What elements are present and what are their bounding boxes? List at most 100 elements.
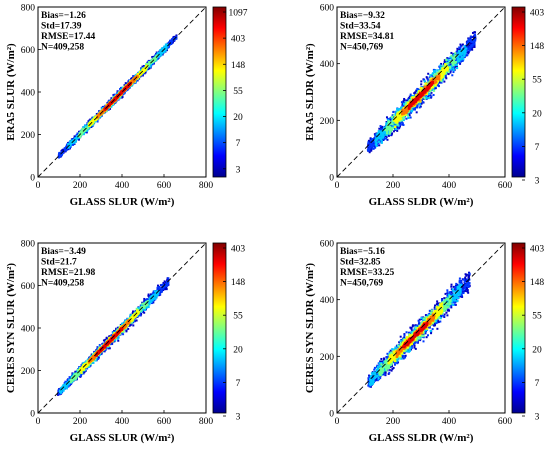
density-cell	[405, 99, 408, 102]
density-cell	[384, 137, 387, 140]
density-cell	[430, 95, 433, 98]
density-cell	[113, 93, 116, 96]
density-cell	[173, 36, 176, 39]
density-cell	[142, 69, 146, 72]
density-cell	[453, 61, 456, 64]
density-cell	[452, 68, 455, 72]
density-cell	[443, 80, 446, 83]
density-cell	[467, 52, 470, 55]
density-cell	[423, 97, 426, 100]
density-cell	[429, 89, 432, 92]
density-cell	[146, 68, 149, 71]
density-cell	[378, 136, 381, 140]
density-cell	[442, 78, 445, 81]
density-cell	[432, 89, 436, 92]
density-cell	[370, 143, 373, 146]
density-cell	[130, 77, 133, 80]
density-cell	[397, 109, 400, 112]
density-cell	[69, 142, 72, 145]
density-cell	[439, 78, 442, 81]
density-cell	[175, 37, 178, 40]
density-cell	[88, 119, 91, 122]
density-cell	[444, 75, 447, 78]
density-cell	[402, 102, 406, 106]
density-cell	[161, 47, 164, 50]
density-cell	[86, 128, 89, 131]
density-cell	[452, 59, 456, 63]
density-cell	[421, 101, 424, 104]
density-cell	[387, 119, 390, 122]
density-cell	[385, 116, 388, 119]
density-cell	[164, 48, 167, 51]
density-cell	[392, 130, 395, 133]
density-cell	[451, 74, 454, 77]
density-cell	[116, 90, 119, 93]
stats-line: N=409,258	[41, 43, 84, 53]
density-cell	[410, 110, 414, 113]
density-cell	[380, 126, 383, 129]
density-cell	[395, 121, 398, 124]
density-cell	[59, 155, 62, 158]
density-cell	[65, 146, 68, 149]
density-cell	[88, 125, 91, 129]
density-cell	[387, 134, 390, 137]
density-cell	[391, 127, 394, 130]
density-cell	[439, 72, 442, 75]
density-cell	[449, 71, 452, 74]
density-cell	[400, 119, 404, 122]
density-cell	[425, 91, 428, 95]
density-cell	[385, 122, 388, 125]
density-cell	[162, 50, 165, 54]
density-cell	[147, 62, 151, 66]
density-cell	[408, 113, 411, 116]
density-cell	[443, 70, 447, 73]
density-cell	[371, 147, 374, 150]
density-cell	[450, 54, 453, 57]
density-cell	[77, 138, 80, 141]
density-cell	[415, 89, 418, 92]
density-cell	[418, 103, 421, 106]
density-cell	[463, 54, 466, 58]
density-cell	[406, 99, 409, 102]
density-cell	[83, 129, 87, 132]
density-cell	[76, 135, 79, 138]
density-cell	[92, 118, 95, 122]
density-cell	[170, 40, 173, 43]
density-cell	[159, 49, 162, 53]
density-cell	[367, 141, 370, 144]
density-cell	[132, 75, 135, 78]
density-cell	[378, 144, 381, 147]
colorbar	[212, 6, 227, 178]
density-cell	[161, 53, 164, 56]
density-cell	[420, 83, 423, 86]
density-cell	[75, 136, 78, 140]
density-cell	[439, 66, 443, 70]
density-cell	[407, 97, 410, 100]
density-cell	[474, 39, 477, 42]
density-cell	[450, 57, 453, 60]
density-cell	[397, 127, 400, 130]
density-cell	[399, 121, 402, 124]
density-cell	[472, 41, 475, 44]
density-cell	[132, 79, 135, 83]
density-cell	[451, 61, 454, 64]
density-cell	[140, 68, 143, 71]
density-cell	[367, 145, 370, 148]
density-cell	[395, 111, 398, 114]
density-cell	[94, 116, 97, 119]
density-cell	[452, 64, 455, 67]
density-cell	[443, 65, 446, 68]
colorbar-tick-label: 3	[236, 165, 241, 175]
density-cell	[425, 76, 428, 79]
density-cell	[449, 62, 452, 65]
density-cell	[418, 90, 421, 93]
density-cell	[409, 116, 412, 119]
density-cell	[464, 51, 467, 55]
x-tick-label: 200	[73, 181, 88, 191]
density-cell	[466, 51, 469, 54]
density-cell	[121, 96, 124, 99]
density-cell	[102, 105, 105, 108]
density-cell	[375, 144, 378, 147]
density-cell	[414, 91, 417, 94]
density-cell	[60, 151, 63, 154]
